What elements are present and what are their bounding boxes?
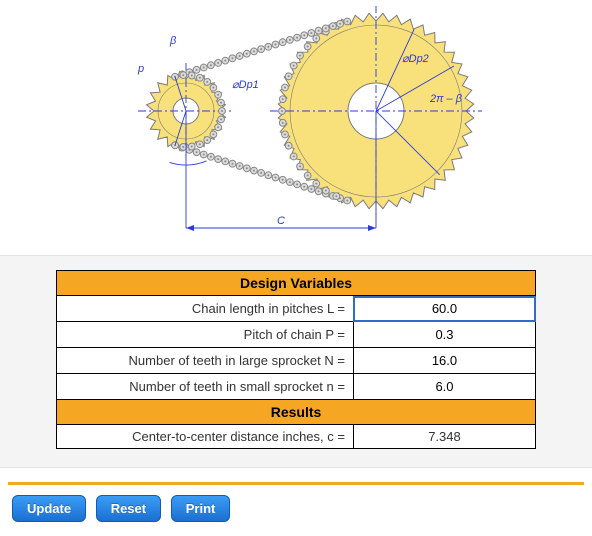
design-input-2[interactable] <box>362 351 527 370</box>
design-row-label: Number of teeth in small sprocket n = <box>57 374 354 400</box>
design-row-label: Number of teeth in large sprocket N = <box>57 348 354 374</box>
design-input-0[interactable] <box>362 299 527 318</box>
button-row: Update Reset Print <box>0 495 592 536</box>
results-header: Results <box>57 400 536 425</box>
result-row: Center-to-center distance inches, c =7.3… <box>57 425 536 449</box>
design-row-label: Chain length in pitches L = <box>57 296 354 322</box>
svg-text:p: p <box>137 63 144 75</box>
design-row: Pitch of chain P = <box>57 322 536 348</box>
design-input-3[interactable] <box>362 377 527 396</box>
design-row-label: Pitch of chain P = <box>57 322 354 348</box>
separator <box>8 482 584 485</box>
design-table: Design Variables Chain length in pitches… <box>56 270 536 449</box>
design-row: Number of teeth in large sprocket N = <box>57 348 536 374</box>
design-row: Chain length in pitches L = <box>57 296 536 322</box>
design-variables-header: Design Variables <box>57 271 536 296</box>
reset-button[interactable]: Reset <box>96 495 161 522</box>
result-row-value: 7.348 <box>353 425 535 449</box>
svg-text:2π – β: 2π – β <box>429 93 463 105</box>
design-row-value <box>353 348 535 374</box>
design-input-1[interactable] <box>362 325 527 344</box>
print-button[interactable]: Print <box>171 495 231 522</box>
update-button[interactable]: Update <box>12 495 86 522</box>
design-row: Number of teeth in small sprocket n = <box>57 374 536 400</box>
form-region: Design Variables Chain length in pitches… <box>0 255 592 468</box>
sprocket-diagram: ⌀Dp2 2π – β ⌀Dp1 β p C <box>0 0 592 255</box>
svg-text:⌀Dp2: ⌀Dp2 <box>402 53 429 65</box>
design-row-value <box>353 374 535 400</box>
svg-text:⌀Dp1: ⌀Dp1 <box>232 79 259 91</box>
svg-text:C: C <box>277 215 285 227</box>
design-row-value <box>353 296 535 322</box>
design-row-value <box>353 322 535 348</box>
svg-text:β: β <box>169 35 177 47</box>
result-row-label: Center-to-center distance inches, c = <box>57 425 354 449</box>
